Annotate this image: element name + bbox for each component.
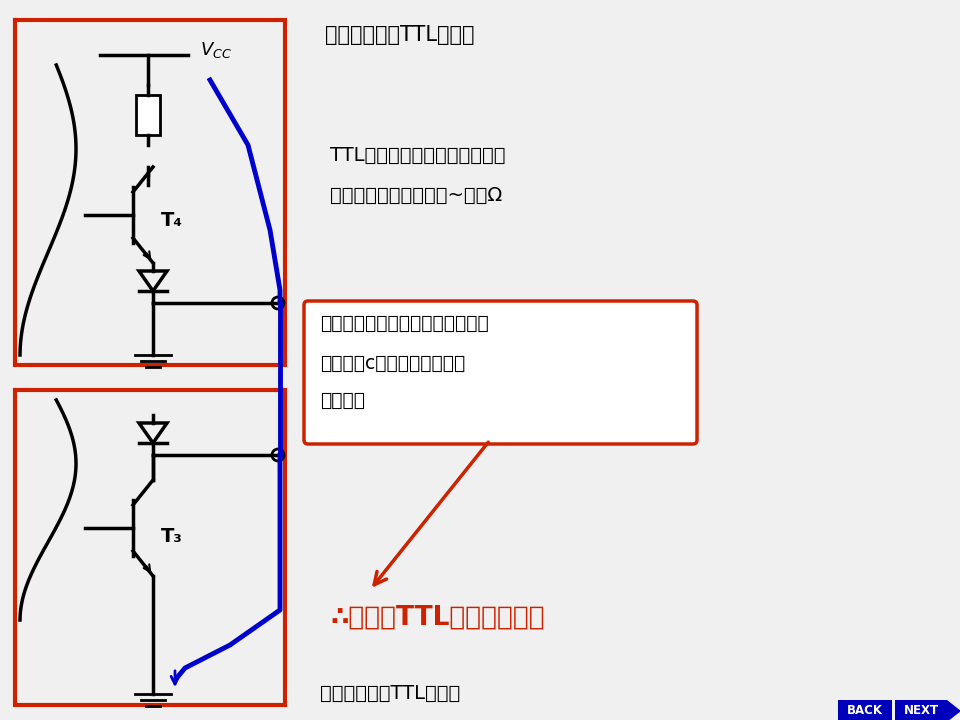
Text: 形成低阻通路，产生很大电流，超: 形成低阻通路，产生很大电流，超 xyxy=(320,313,489,333)
Bar xyxy=(15,20,285,365)
Text: 过管子的c极最大允许电流，: 过管子的c极最大允许电流， xyxy=(320,354,466,372)
Polygon shape xyxy=(947,700,960,720)
Text: TTL与非门无论开通或关断，其: TTL与非门无论开通或关断，其 xyxy=(330,145,506,164)
Bar xyxy=(838,700,892,720)
Bar xyxy=(15,390,285,705)
Text: NEXT: NEXT xyxy=(903,704,939,718)
Bar xyxy=(895,700,947,720)
Text: BACK: BACK xyxy=(847,704,883,718)
Text: 烧毁管子: 烧毁管子 xyxy=(320,390,365,410)
Text: 输出高电平的TTL与非门: 输出高电平的TTL与非门 xyxy=(325,25,474,45)
FancyBboxPatch shape xyxy=(304,301,697,444)
Bar xyxy=(136,95,160,135)
Text: 输出电阻都很低。几十~几百Ω: 输出电阻都很低。几十~几百Ω xyxy=(330,186,502,204)
Text: T₃: T₃ xyxy=(161,526,182,546)
Text: ∴一般的TTL电路不能线与: ∴一般的TTL电路不能线与 xyxy=(330,605,544,631)
Text: T₄: T₄ xyxy=(161,210,183,230)
Text: $V_{CC}$: $V_{CC}$ xyxy=(200,40,232,60)
Text: 输出低电平的TTL与非门: 输出低电平的TTL与非门 xyxy=(320,683,460,703)
